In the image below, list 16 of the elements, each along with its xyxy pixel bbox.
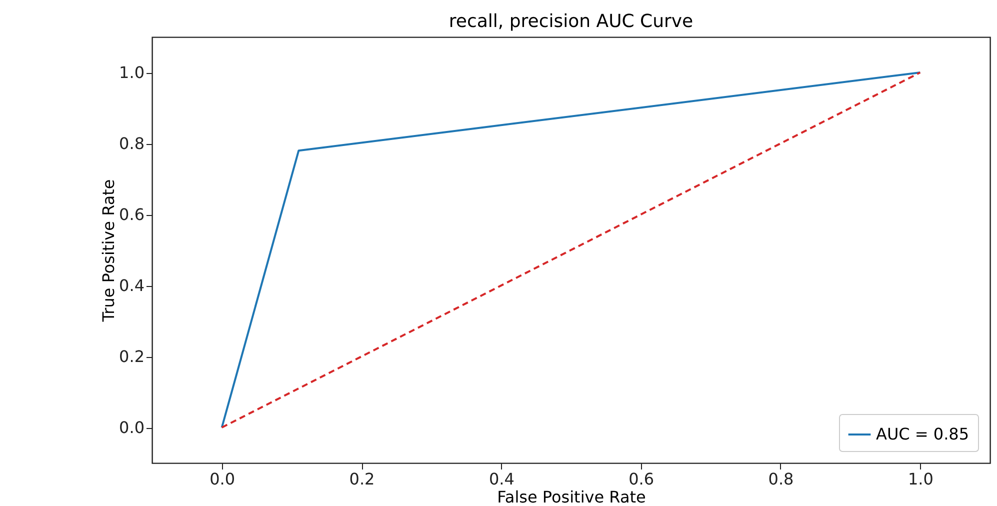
x-tick-label: 0.8 xyxy=(768,470,794,488)
x-tick-label: 0.0 xyxy=(210,470,236,488)
y-tick-label: 0.4 xyxy=(119,276,144,295)
y-tick-label: 0.8 xyxy=(119,134,144,153)
x-tick-label: 0.2 xyxy=(349,470,375,488)
y-tick-label: 0.0 xyxy=(119,418,144,437)
y-tick-label: 1.0 xyxy=(119,63,144,82)
x-tick-label: 1.0 xyxy=(908,470,934,488)
legend-label: AUC = 0.85 xyxy=(876,424,970,444)
x-tick-label: 0.6 xyxy=(628,470,654,488)
y-axis-title: True Positive Rate xyxy=(99,179,118,323)
x-tick-label: 0.4 xyxy=(488,470,514,488)
x-axis-title: False Positive Rate xyxy=(497,488,646,506)
y-tick-label: 0.6 xyxy=(119,205,144,224)
y-tick-label: 0.2 xyxy=(119,347,144,366)
chart-title: recall, precision AUC Curve xyxy=(448,11,694,32)
